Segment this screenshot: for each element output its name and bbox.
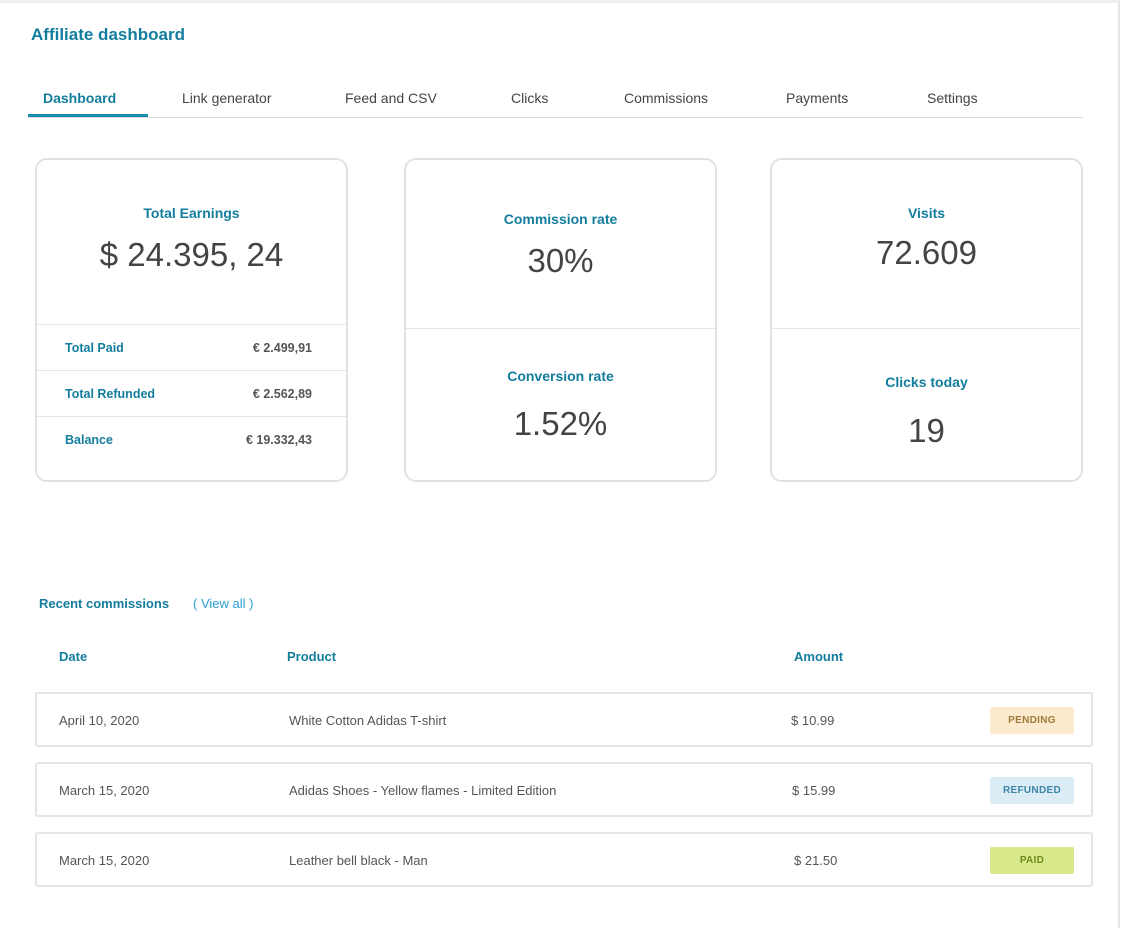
status-badge: PAID xyxy=(990,847,1074,874)
active-tab-indicator xyxy=(28,114,148,117)
conversion-rate-value: 1.52% xyxy=(513,405,608,442)
row-amount: $ 10.99 xyxy=(791,713,835,728)
tab-link-generator[interactable]: Link generator xyxy=(182,90,272,106)
row-date: April 10, 2020 xyxy=(59,713,140,728)
table-row[interactable]: March 15, 2020 Adidas Shoes - Yellow fla… xyxy=(35,762,1093,817)
divider xyxy=(406,328,715,329)
clicks-today-value: 19 xyxy=(908,412,945,449)
row-product: Leather bell black - Man xyxy=(289,853,428,868)
divider xyxy=(37,324,346,325)
balance-value: € 19.332,43 xyxy=(245,433,312,447)
column-header-date: Date xyxy=(59,649,88,664)
tab-settings[interactable]: Settings xyxy=(927,90,978,106)
row-amount: $ 15.99 xyxy=(792,783,836,798)
page-title: Affiliate dashboard xyxy=(31,25,185,44)
total-earnings-value: $ 24.395, 24 xyxy=(99,236,284,273)
column-header-amount: Amount xyxy=(794,649,844,664)
conversion-rate-label: Conversion rate xyxy=(507,368,614,384)
total-refunded-label: Total Refunded xyxy=(65,387,156,401)
divider xyxy=(772,328,1081,329)
total-paid-value: € 2.499,91 xyxy=(252,341,312,355)
divider xyxy=(37,370,346,371)
status-badge: REFUNDED xyxy=(990,777,1074,804)
visits-label: Visits xyxy=(907,205,946,221)
rates-card: Commission rate 30% Conversion rate 1.52… xyxy=(404,158,717,482)
total-refunded-row: Total Refunded € 2.562,89 xyxy=(37,370,346,416)
row-amount: $ 21.50 xyxy=(794,853,838,868)
tab-dashboard[interactable]: Dashboard xyxy=(43,90,117,106)
commission-rate-value: 30% xyxy=(527,242,594,279)
row-product: Adidas Shoes - Yellow flames - Limited E… xyxy=(289,783,557,798)
column-header-product: Product xyxy=(287,649,337,664)
table-row[interactable]: April 10, 2020 White Cotton Adidas T-shi… xyxy=(35,692,1093,747)
status-badge: PENDING xyxy=(990,707,1074,734)
traffic-card: Visits 72.609 Clicks today 19 xyxy=(770,158,1083,482)
tab-commissions[interactable]: Commissions xyxy=(624,90,709,106)
total-earnings-label: Total Earnings xyxy=(143,205,240,221)
view-all-link[interactable]: ( View all ) xyxy=(193,596,254,611)
table-row[interactable]: March 15, 2020 Leather bell black - Man … xyxy=(35,832,1093,887)
balance-label: Balance xyxy=(65,433,113,447)
clicks-today-label: Clicks today xyxy=(885,374,968,390)
total-refunded-value: € 2.562,89 xyxy=(252,387,312,401)
divider xyxy=(37,416,346,417)
visits-value: 72.609 xyxy=(876,234,977,271)
recent-commissions-title: Recent commissions xyxy=(39,596,170,611)
tab-feed-and-csv[interactable]: Feed and CSV xyxy=(345,90,437,106)
tab-clicks[interactable]: Clicks xyxy=(511,90,549,106)
total-paid-label: Total Paid xyxy=(65,341,124,355)
tab-payments[interactable]: Payments xyxy=(786,90,849,106)
row-product: White Cotton Adidas T-shirt xyxy=(289,713,447,728)
row-date: March 15, 2020 xyxy=(59,853,150,868)
tab-bar: Dashboard Link generator Feed and CSV Cl… xyxy=(28,86,1083,118)
balance-row: Balance € 19.332,43 xyxy=(37,416,346,462)
commission-rate-label: Commission rate xyxy=(503,211,618,227)
row-date: March 15, 2020 xyxy=(59,783,150,798)
total-paid-row: Total Paid € 2.499,91 xyxy=(37,324,346,370)
earnings-card: Total Earnings $ 24.395, 24 Total Paid €… xyxy=(35,158,348,482)
